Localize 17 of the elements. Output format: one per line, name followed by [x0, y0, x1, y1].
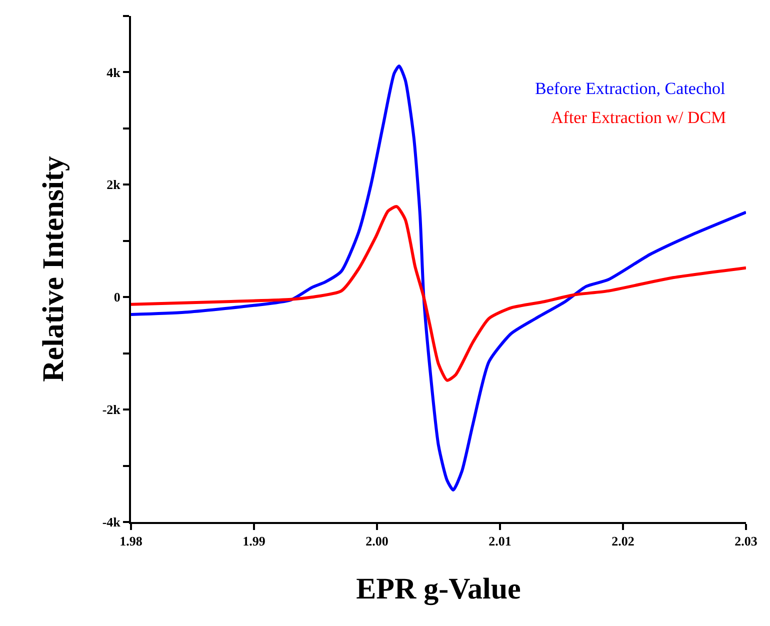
x-tick-label: 1.98: [120, 534, 143, 549]
y-tick-label: -4k: [102, 514, 122, 530]
text: After Extraction w/ DCM: [551, 108, 726, 127]
x-tick-label: 2.01: [488, 534, 512, 549]
line-series: [131, 64, 746, 492]
y-tick-label: 0: [114, 290, 120, 305]
x-tick-label: 2.00: [366, 534, 388, 549]
x-tick-label: 2.02: [612, 534, 634, 549]
y-axis-title: Relative Intensity: [36, 156, 70, 382]
y-tick-label: 2k: [106, 177, 122, 192]
text: Before Extraction, Catechol: [535, 79, 726, 98]
y-tick-label: -2k: [102, 402, 122, 418]
x-tick-label: 2.03: [734, 534, 758, 549]
x-tick-label: 1.99: [242, 534, 266, 549]
x-axis-title: EPR g-Value: [356, 572, 521, 606]
y-tick-label: 4k: [106, 64, 122, 80]
line-series: [131, 205, 746, 382]
